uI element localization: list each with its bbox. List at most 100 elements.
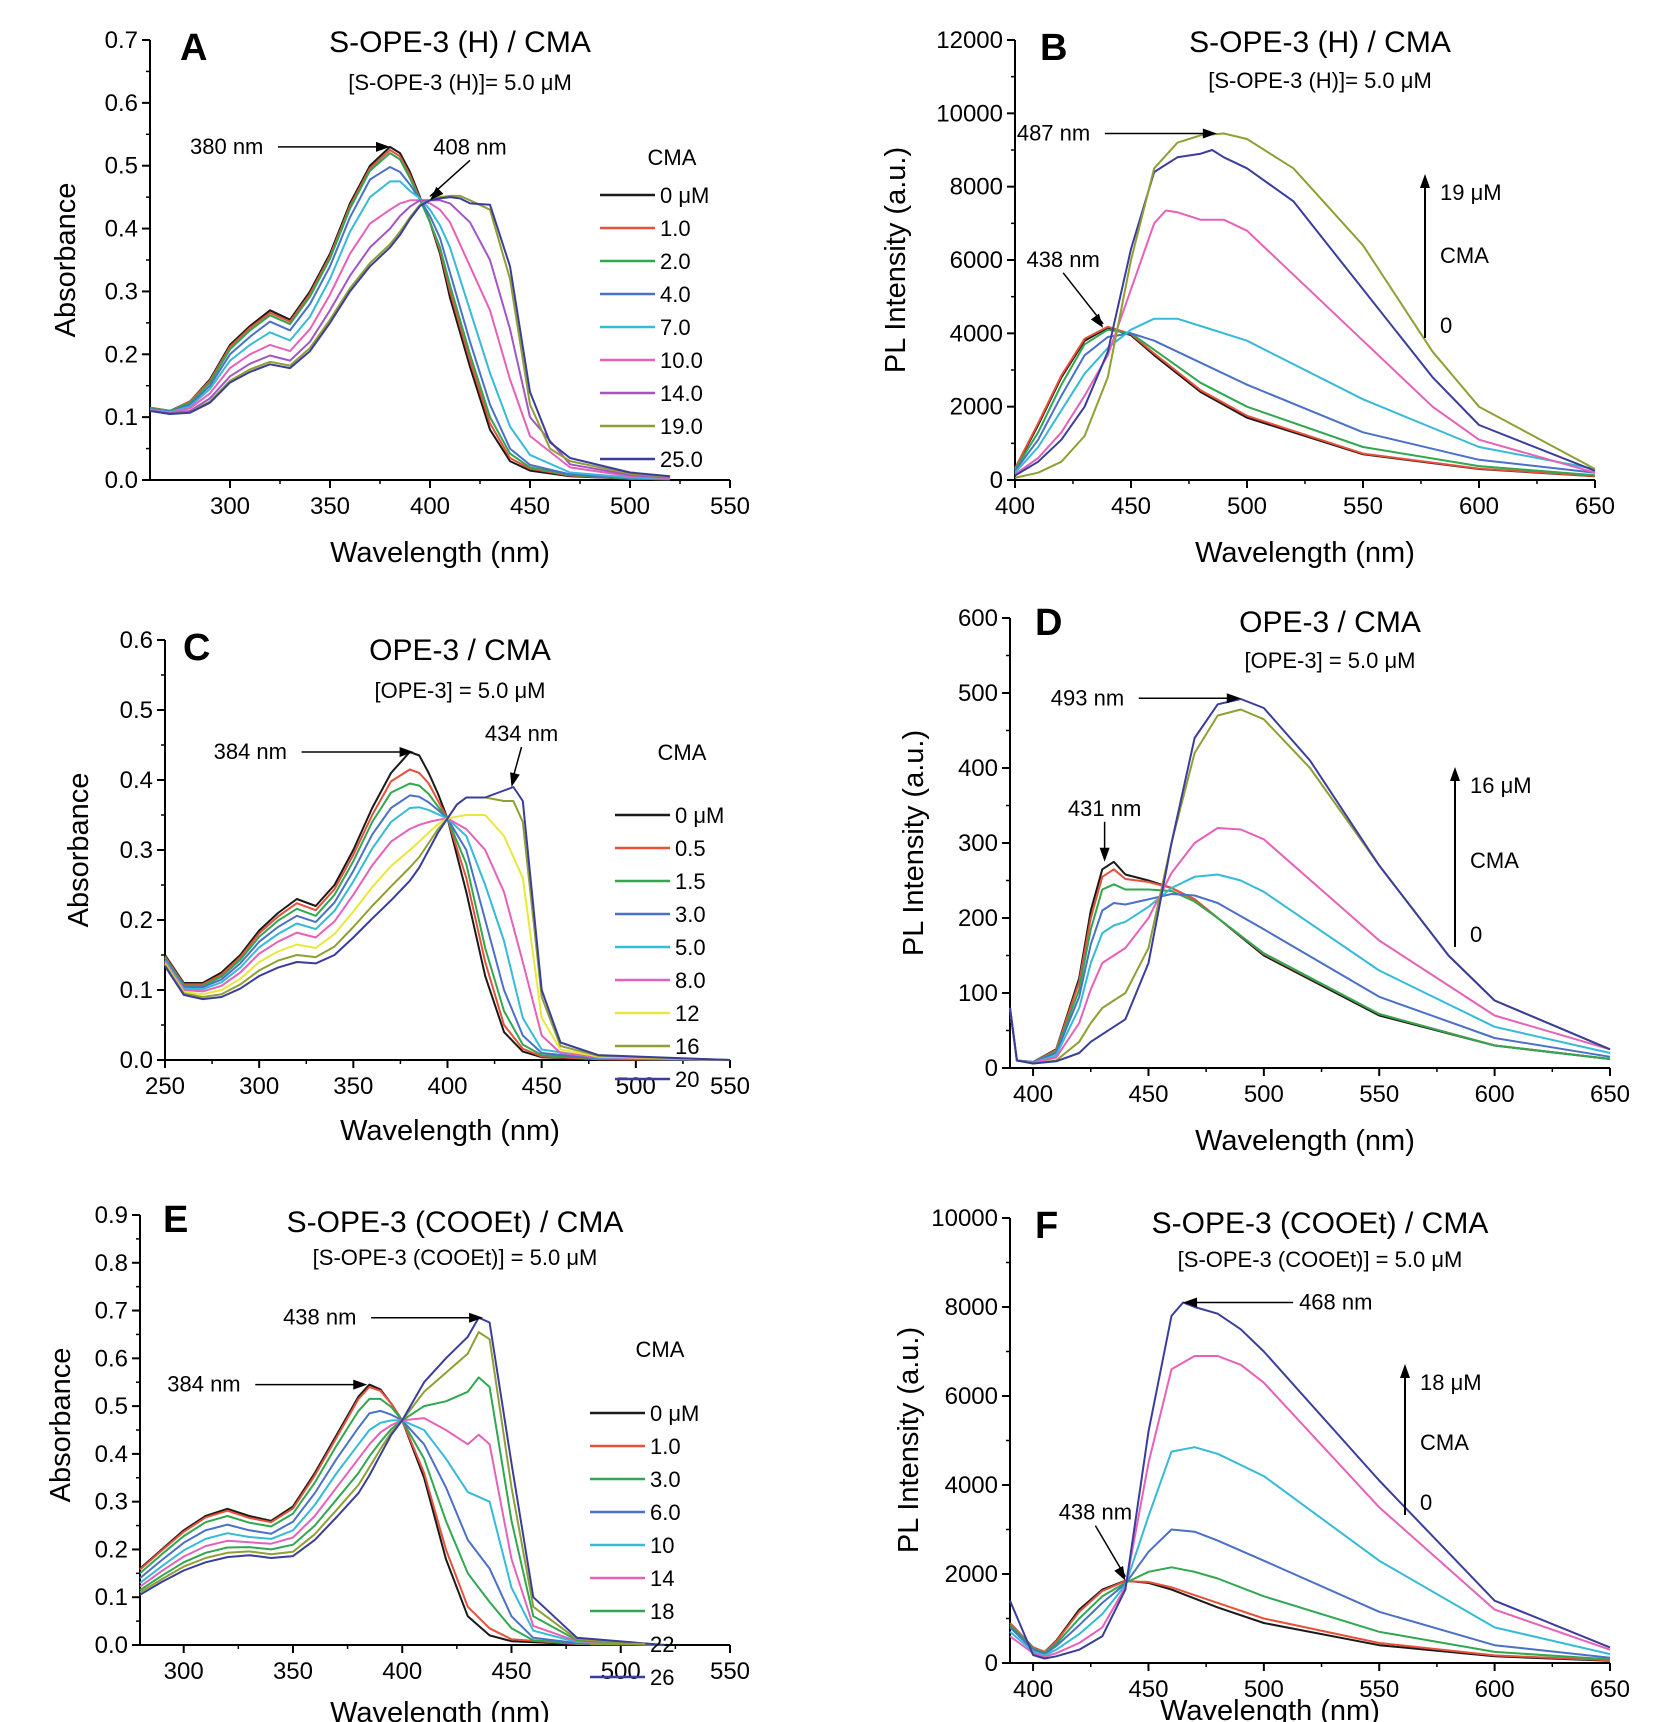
panel-c: C OPE-3 / CMA [OPE-3] = 5.0 μM Wavelengt… [63, 627, 750, 1147]
panel-e-y-tick-label: 0.9 [95, 1202, 128, 1229]
panel-d-series-line [1009, 827, 1611, 1064]
panel-b-label: B [1040, 27, 1067, 69]
panel-e-annotation: 438 nm [283, 1305, 356, 1330]
panel-b-series-line [1014, 328, 1596, 477]
panel-d-annotation-arrowhead [1226, 693, 1241, 704]
panel-c-legend-label: 12 [675, 1001, 699, 1026]
panel-b-x-tick-label: 500 [1227, 493, 1267, 520]
panel-c-legend-label: 0 μM [675, 803, 724, 828]
panel-a-xlabel: Wavelength (nm) [330, 537, 550, 569]
panel-c-x-tick-label: 350 [333, 1073, 373, 1100]
panel-e-y-tick-label: 0.4 [95, 1441, 128, 1468]
panel-b-title: S-OPE-3 (H) / CMA [1189, 26, 1451, 59]
panel-d-y-tick-label: 600 [958, 605, 998, 632]
panel-c-label: C [183, 627, 210, 669]
panel-a-y-tick-label: 0.1 [105, 404, 138, 431]
panel-f-x-tick-label: 450 [1128, 1676, 1168, 1703]
panel-b-y-tick-label: 0 [990, 467, 1003, 494]
panel-c-legend-title: CMA [658, 740, 707, 765]
panel-f-series-line [1009, 1355, 1611, 1658]
panel-a-x-tick-label: 350 [310, 493, 350, 520]
panel-a-annotation: 380 nm [190, 134, 263, 159]
panel-c-y-tick-label: 0.3 [120, 837, 153, 864]
panel-a-x-tick-label: 500 [610, 493, 650, 520]
panel-c-x-tick-label: 450 [522, 1073, 562, 1100]
panel-c-x-tick-label: 250 [145, 1073, 185, 1100]
panel-e-series-line [139, 1383, 665, 1646]
panel-d-y-tick-label: 100 [958, 980, 998, 1007]
panel-b-ylabel: PL Intensity (a.u.) [880, 147, 912, 373]
panel-f-y-tick-label: 4000 [945, 1472, 998, 1499]
panel-c-series-line [164, 817, 731, 1061]
panel-e-series-line [139, 1419, 665, 1646]
panel-c-series-line [164, 768, 731, 1061]
panel-c-subtitle: [OPE-3] = 5.0 μM [374, 678, 545, 703]
panel-f-y-tick-label: 8000 [945, 1294, 998, 1321]
panel-c-y-tick-label: 0.2 [120, 907, 153, 934]
panel-c-legend-label: 16 [675, 1034, 699, 1059]
panel-a-legend-label: 14.0 [660, 381, 703, 406]
panel-d-annotation: 431 nm [1068, 796, 1141, 821]
panel-d-x-tick-label: 600 [1475, 1081, 1515, 1108]
panel-a-legend-label: 2.0 [660, 249, 691, 274]
panel-f-x-tick-label: 550 [1359, 1676, 1399, 1703]
panel-e-y-tick-label: 0.2 [95, 1536, 128, 1563]
panel-b-series-line [1014, 132, 1596, 479]
panel-c-legend-label: 5.0 [675, 935, 706, 960]
panel-a-legend-label: 0 μM [660, 183, 709, 208]
panel-e-annotation-arrowhead [353, 1379, 368, 1390]
panel-b-xlabel: Wavelength (nm) [1195, 537, 1415, 569]
panel-d-title: OPE-3 / CMA [1239, 606, 1421, 639]
panel-c-series-line [164, 782, 731, 1061]
panel-a-y-tick-label: 0.6 [105, 90, 138, 117]
panel-f-title: S-OPE-3 (COOEt) / CMA [1152, 1207, 1489, 1240]
panel-f-arrow-bottom: 0 [1420, 1490, 1432, 1515]
panel-e-annotation-arrowhead [469, 1312, 484, 1323]
panel-a-ylabel: Absorbance [50, 183, 82, 338]
panel-a: A S-OPE-3 (H) / CMA [S-OPE-3 (H)]= 5.0 μ… [50, 26, 750, 569]
panel-b-cma-arrowhead [1420, 174, 1430, 188]
panel-e-series-line [139, 1397, 665, 1646]
panel-f-y-tick-label: 6000 [945, 1383, 998, 1410]
panel-e-y-tick-label: 0.6 [95, 1345, 128, 1372]
panel-a-series-line [149, 166, 671, 481]
panel-a-x-tick-label: 550 [710, 493, 750, 520]
panel-c-title: OPE-3 / CMA [369, 634, 551, 667]
panel-a-legend-label: 7.0 [660, 315, 691, 340]
panel-e-legend-label: 14 [650, 1566, 674, 1591]
panel-c-annotation: 434 nm [485, 721, 558, 746]
panel-f-subtitle: [S-OPE-3 (COOEt)] = 5.0 μM [1178, 1247, 1463, 1272]
panel-f-arrow-mid: CMA [1420, 1430, 1469, 1455]
panel-e-series-line [139, 1331, 665, 1646]
panel-b-y-tick-label: 6000 [950, 247, 1003, 274]
panel-d-subtitle: [OPE-3] = 5.0 μM [1244, 648, 1415, 673]
panel-b-series-line [1014, 209, 1596, 476]
panel-b-x-tick-label: 400 [995, 493, 1035, 520]
panel-d-arrow-mid: CMA [1470, 848, 1519, 873]
panel-d-xlabel: Wavelength (nm) [1195, 1125, 1415, 1157]
panel-c-y-tick-label: 0.6 [120, 627, 153, 654]
panel-f-annotation-arrowhead [1114, 1565, 1126, 1581]
panel-c-xlabel: Wavelength (nm) [340, 1115, 560, 1147]
panel-c-annotation: 384 nm [214, 739, 287, 764]
panel-f-label: F [1035, 1205, 1058, 1247]
panel-f-y-tick-label: 2000 [945, 1561, 998, 1588]
panel-a-y-tick-label: 0.4 [105, 216, 138, 243]
panel-d-x-tick-label: 400 [1013, 1081, 1053, 1108]
panel-e-title: S-OPE-3 (COOEt) / CMA [287, 1206, 624, 1239]
panel-d-y-tick-label: 200 [958, 905, 998, 932]
panel-c-ylabel: Absorbance [63, 773, 95, 928]
panel-b-x-tick-label: 600 [1459, 493, 1499, 520]
panel-b-x-tick-label: 550 [1343, 493, 1383, 520]
panel-b-series-line [1014, 325, 1596, 477]
panel-f-y-tick-label: 10000 [931, 1205, 998, 1232]
panel-b-arrow-top: 19 μM [1440, 180, 1502, 205]
panel-a-y-tick-label: 0.5 [105, 153, 138, 180]
panel-e-series-line [139, 1386, 665, 1646]
panel-c-x-tick-label: 400 [427, 1073, 467, 1100]
panel-f-x-tick-label: 600 [1475, 1676, 1515, 1703]
panel-b-series-line [1014, 326, 1596, 478]
panel-b-annotation: 438 nm [1026, 247, 1099, 272]
panel-c-x-tick-label: 500 [616, 1073, 656, 1100]
panel-f-annotation: 438 nm [1059, 1500, 1132, 1525]
